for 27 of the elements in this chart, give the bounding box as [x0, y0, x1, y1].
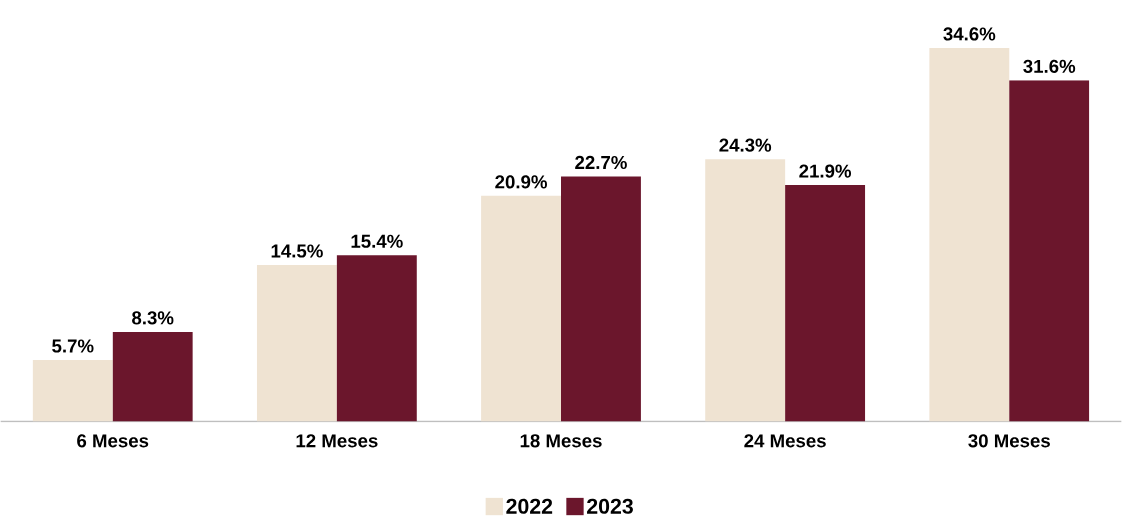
bar: [561, 176, 641, 422]
data-label: 8.3%: [132, 311, 174, 325]
legend-label: 2022: [506, 498, 553, 514]
data-label: 20.9%: [495, 175, 547, 189]
bar: [112, 331, 193, 422]
bar: [929, 47, 1010, 422]
x-tick-label: 30 Meses: [968, 434, 1050, 448]
x-tick-label: 24 Meses: [744, 434, 826, 448]
data-label: 21.9%: [799, 164, 852, 178]
data-label: 5.7%: [52, 339, 94, 353]
bar: [256, 264, 337, 422]
data-label: 24.3%: [719, 138, 772, 152]
x-tick-label: 6 Meses: [77, 434, 149, 448]
bar: [785, 185, 866, 422]
data-label: 31.6%: [1023, 59, 1076, 73]
bar: [705, 159, 786, 422]
x-tick-label: 18 Meses: [520, 434, 602, 448]
bar: [336, 255, 417, 422]
x-tick-label: 12 Meses: [296, 434, 378, 448]
data-label: 15.4%: [351, 234, 403, 248]
data-label: 14.5%: [271, 244, 323, 258]
data-label: 22.7%: [575, 155, 627, 170]
bar: [481, 195, 562, 422]
bar: [1009, 80, 1090, 422]
legend-label: 2023: [587, 498, 633, 514]
bar: [32, 359, 113, 422]
data-label: 34.6%: [943, 27, 996, 41]
